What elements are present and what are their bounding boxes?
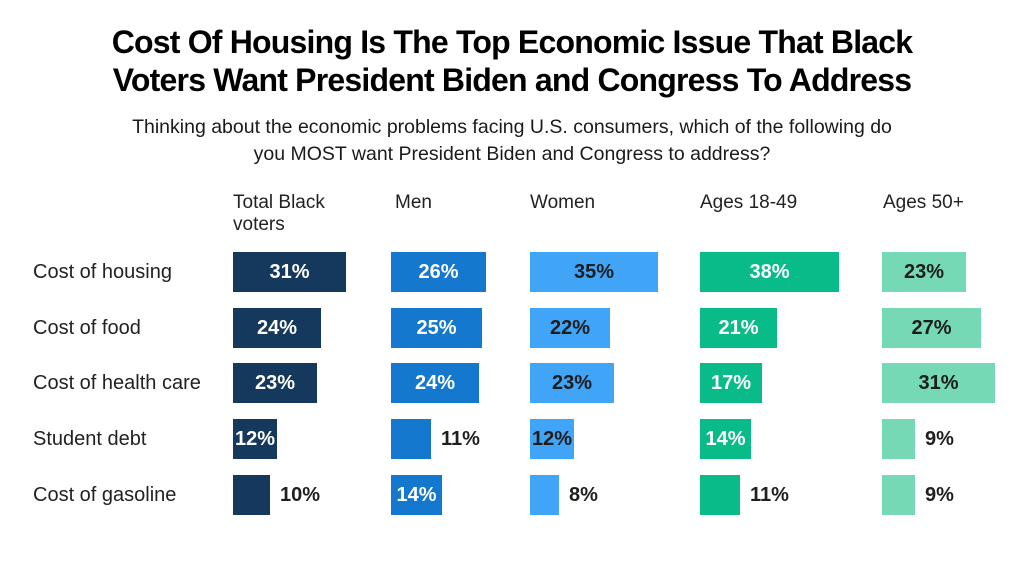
bar-value-label: 25% — [416, 317, 457, 339]
bar: 24% — [391, 363, 479, 403]
bar — [700, 475, 740, 515]
column-header: Women — [530, 192, 596, 213]
row-label: Cost of gasoline — [33, 484, 177, 506]
bar-value-label: 17% — [710, 372, 752, 394]
bar-value-label: 31% — [918, 372, 959, 394]
row-label: Cost of housing — [33, 261, 172, 283]
bar: 25% — [391, 308, 482, 348]
row-label: Student debt — [33, 428, 147, 450]
bar-value-label: 26% — [418, 261, 459, 283]
bar-value-label: 9% — [925, 484, 954, 506]
row-label: Cost of food — [33, 317, 141, 339]
bar: 26% — [391, 252, 486, 292]
bar: 38% — [700, 252, 839, 292]
chart-subtitle-line-1: Thinking about the economic problems fac… — [132, 116, 892, 138]
bar-value-label: 8% — [569, 484, 598, 506]
bar: 12% — [530, 419, 574, 459]
bar-value-label: 9% — [925, 428, 954, 450]
bar-value-label: 23% — [254, 372, 296, 394]
bar — [530, 475, 559, 515]
bar-value-label: 21% — [718, 317, 759, 339]
bar-value-label: 14% — [396, 484, 437, 506]
bar: 35% — [530, 252, 658, 292]
bar: 14% — [700, 419, 751, 459]
bar-value-label: 10% — [280, 484, 321, 506]
bar: 17% — [700, 363, 762, 403]
bar-value-label: 23% — [903, 261, 945, 283]
column-header: Men — [395, 192, 432, 213]
bar — [882, 419, 915, 459]
bar: 31% — [882, 363, 995, 403]
bar — [882, 475, 915, 515]
row-label: Cost of health care — [33, 372, 201, 394]
bar-value-label: 24% — [256, 317, 298, 339]
bar-value-label: 24% — [414, 372, 456, 394]
bar: 23% — [530, 363, 614, 403]
bar-value-label: 12% — [234, 428, 276, 450]
bar: 22% — [530, 308, 610, 348]
bar: 21% — [700, 308, 777, 348]
chart-subtitle-line-2: you MOST want President Biden and Congre… — [253, 143, 771, 166]
bar-value-label: 22% — [549, 317, 591, 339]
bar: 12% — [233, 419, 277, 459]
bar — [391, 419, 431, 459]
chart-title-line-2: Voters Want President Biden and Congress… — [112, 61, 912, 98]
bar: 27% — [882, 308, 981, 348]
bar: 14% — [391, 475, 442, 515]
bar-value-label: 12% — [531, 428, 573, 450]
bar: 23% — [882, 252, 966, 292]
bar-value-label: 27% — [911, 317, 952, 339]
chart-title-line-1: Cost Of Housing Is The Top Economic Issu… — [111, 24, 913, 60]
bar-value-label: 14% — [705, 428, 746, 450]
chart-subtitle: Thinking about the economic problems fac… — [0, 114, 1024, 169]
bar-value-label: 31% — [269, 261, 310, 283]
bar-value-label: 11% — [441, 428, 480, 450]
bar-value-label: 35% — [573, 261, 615, 283]
bar: 31% — [233, 252, 346, 292]
bar-value-label: 11% — [750, 484, 789, 506]
bar — [233, 475, 270, 515]
bar-value-label: 23% — [551, 372, 593, 394]
column-header: Total Black voters — [233, 192, 325, 235]
bar: 23% — [233, 363, 317, 403]
chart-title: Cost Of Housing Is The Top Economic Issu… — [0, 24, 1024, 100]
bar: 24% — [233, 308, 321, 348]
bar-value-label: 38% — [749, 261, 790, 283]
column-header: Ages 50+ — [883, 192, 964, 213]
column-header: Ages 18-49 — [700, 192, 798, 213]
